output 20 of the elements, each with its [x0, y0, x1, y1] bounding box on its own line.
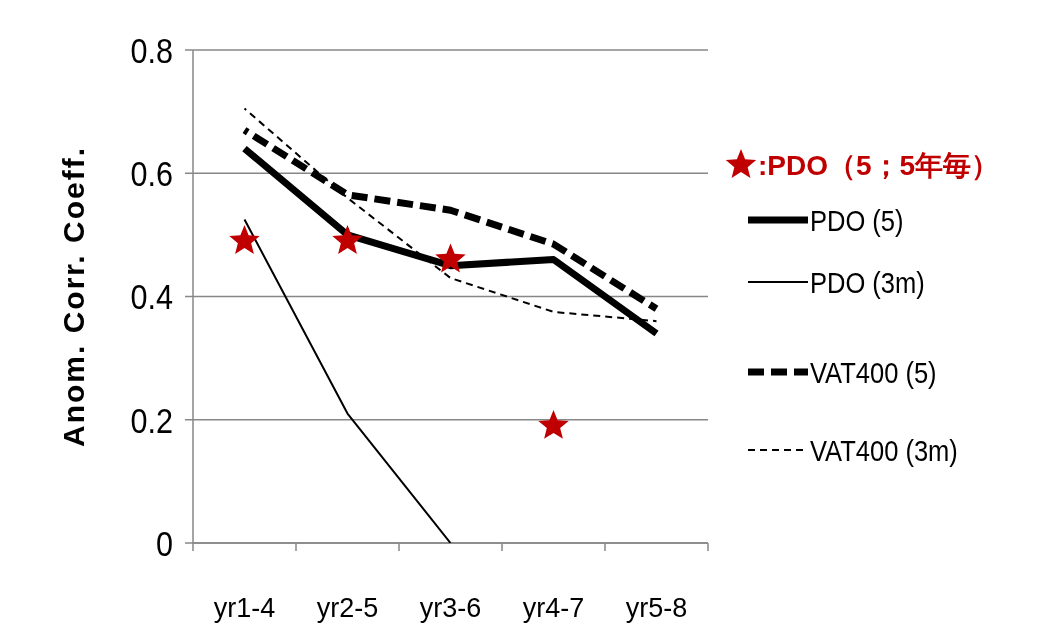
point — [229, 225, 260, 254]
legend-label: PDO (5) — [810, 204, 904, 238]
y-tick-label: 0.4 — [130, 277, 173, 318]
point — [332, 225, 363, 254]
y-tick-label: 0.2 — [130, 400, 173, 441]
y-tick-label: 0.6 — [130, 153, 173, 194]
legend-label: VAT400 (5) — [810, 356, 937, 390]
x-tick-label: yr4-7 — [522, 593, 585, 623]
x-tick-label: yr5-8 — [625, 593, 688, 623]
y-tick-label: 0 — [155, 523, 173, 564]
point — [538, 409, 569, 439]
legend-label: :PDO（5；5年毎） — [758, 150, 1000, 181]
x-tick-label: yr2-5 — [316, 593, 379, 623]
point — [435, 243, 466, 273]
y-axis-title: Anom. Corr. Coeff. — [57, 145, 90, 448]
y-tick-label: 0.8 — [130, 30, 173, 71]
x-tick-label: yr1-4 — [213, 593, 276, 623]
legend-label: VAT400 (3m) — [810, 434, 958, 468]
x-tick-label: yr3-6 — [419, 593, 482, 623]
legend-label: PDO (3m) — [810, 266, 925, 300]
